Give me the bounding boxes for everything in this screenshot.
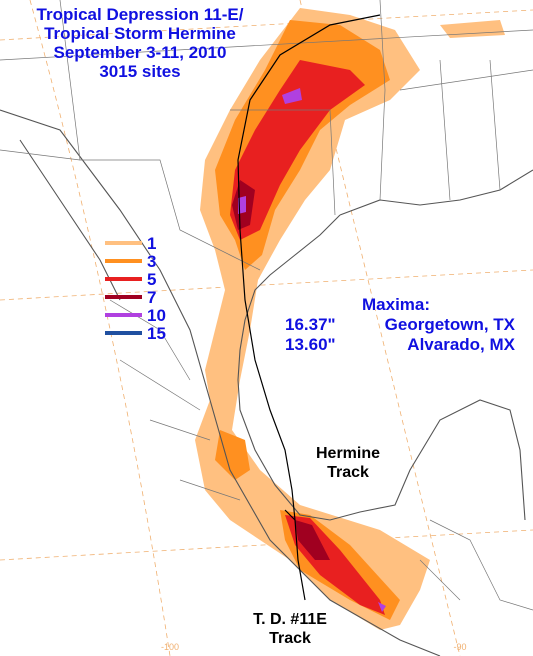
maxima-amount: 13.60": [285, 335, 336, 354]
title: Tropical Depression 11-E/ Tropical Storm…: [36, 5, 244, 82]
maxima-amount: 16.37": [285, 315, 336, 334]
legend-label: 1: [147, 234, 156, 253]
track-label: Hermine: [316, 445, 380, 462]
track-label: Track: [269, 630, 311, 647]
maxima-place: Georgetown, TX: [385, 315, 516, 334]
legend-label: 3: [147, 252, 156, 271]
track-label: Track: [327, 464, 369, 481]
title-line: September 3-11, 2010: [54, 43, 227, 62]
maxima-heading: Maxima:: [362, 295, 430, 314]
maxima-place: Alvarado, MX: [407, 335, 515, 354]
longitude-label: -100: [161, 642, 179, 652]
legend-label: 7: [147, 288, 156, 307]
borders: [0, 0, 533, 611]
tracks: [237, 14, 381, 601]
maxima: Maxima: 16.37" Georgetown, TX 13.60" Alv…: [285, 295, 516, 355]
site-count: 3015 sites: [99, 62, 180, 81]
legend-label: 15: [147, 324, 166, 343]
track-label: T. D. #11E: [253, 611, 327, 628]
legend-label: 10: [147, 306, 166, 325]
title-line: Tropical Storm Hermine: [44, 24, 236, 43]
longitude-label: -90: [453, 642, 466, 652]
legend-label: 5: [147, 270, 156, 289]
track-labels: Hermine Track T. D. #11E Track: [253, 445, 380, 647]
rain-swath: [195, 8, 505, 630]
longitude-labels: -100 -90: [161, 642, 467, 652]
title-line: Tropical Depression 11-E/: [37, 5, 244, 24]
